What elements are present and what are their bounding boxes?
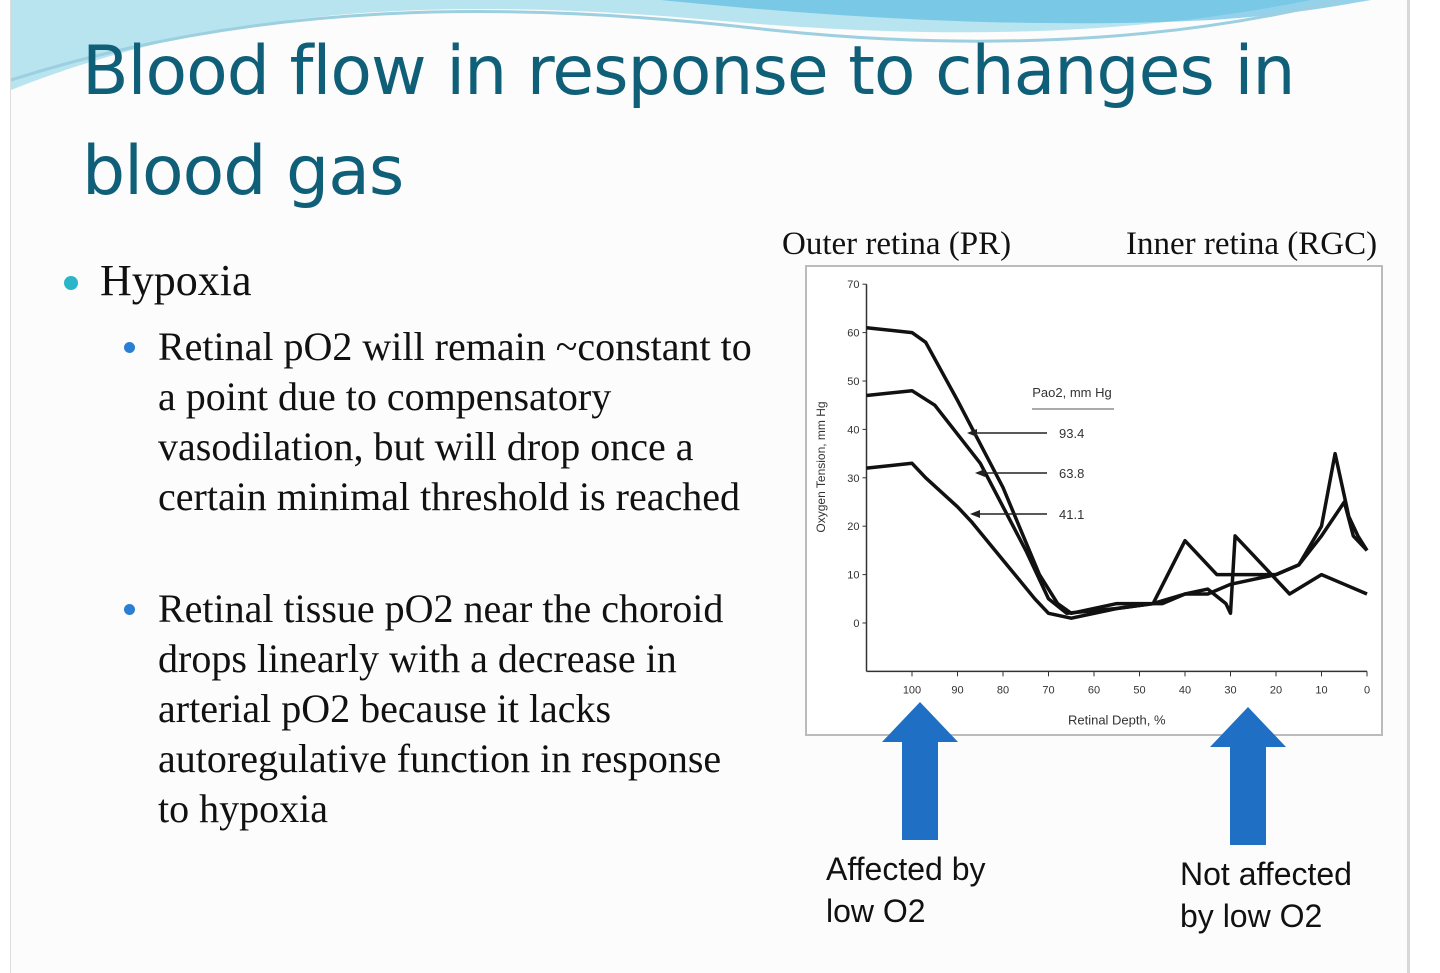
bullet-hypoxia: Hypoxia (100, 256, 252, 305)
y-tick-label: 60 (847, 328, 859, 340)
sub-bullet-2: Retinal tissue pO2 near the choroid drop… (158, 586, 724, 831)
chart-frame: 100 90 80 70 60 50 40 30 20 10 0 70 60 50 40 30 20 10 0 Ret… (805, 265, 1383, 736)
y-tick-label: 40 (847, 424, 859, 436)
legend-pointer-arrowhead (970, 510, 980, 518)
x-tick-label: 0 (1364, 684, 1370, 696)
series-line-63.8 (866, 388, 1369, 616)
outer-retina-label: Outer retina (PR) (782, 226, 1012, 262)
x-tick-label: 80 (997, 684, 1009, 696)
sub-bullet-dot (124, 342, 135, 353)
x-tick-label: 50 (1133, 684, 1145, 696)
x-tick-label: 20 (1270, 684, 1282, 696)
not-affected-caption: Not affected by low O2 (1180, 856, 1352, 934)
y-tick-label: 50 (847, 376, 859, 388)
legend-pointer-arrowhead (975, 469, 985, 477)
series-line-93.4 (866, 326, 1369, 616)
y-tick-label: 30 (847, 473, 859, 485)
y-tick-label: 0 (853, 618, 859, 630)
x-tick-label: 70 (1042, 684, 1054, 696)
x-tick-label: 60 (1088, 684, 1100, 696)
wave-decoration (11, 0, 1371, 90)
legend-label: 93.4 (1059, 426, 1084, 441)
x-tick-label: 40 (1179, 684, 1191, 696)
affected-caption: Affected by low O2 (826, 851, 986, 929)
legend-title: Pao2, mm Hg (1032, 385, 1111, 400)
y-tick-label: 20 (847, 521, 859, 533)
legend-label: 41.1 (1059, 507, 1084, 522)
y-tick-label: 70 (847, 279, 859, 291)
up-arrow-icon (882, 702, 958, 840)
x-tick-label: 100 (903, 684, 921, 696)
legend-label: 63.8 (1059, 466, 1084, 481)
y-axis-label: Oxygen Tension, mm Hg (814, 401, 828, 532)
y-tick-label: 10 (847, 570, 859, 582)
series-line-41.1 (866, 461, 1368, 620)
sub-bullet-1: Retinal pO2 will remain ~constant to a p… (158, 324, 752, 519)
x-tick-label: 90 (951, 684, 963, 696)
slide-title: Blood flow in response to changes in blo… (82, 32, 1295, 211)
up-arrow-icon (1210, 707, 1286, 845)
inner-retina-label: Inner retina (RGC) (1126, 226, 1378, 262)
oxygen-tension-chart: 100 90 80 70 60 50 40 30 20 10 0706050403020100Ret… (814, 279, 1370, 727)
legend-pointer-arrowhead (967, 429, 977, 437)
x-axis-label: Retinal Depth, % (1068, 712, 1166, 727)
sub-bullet-dot (124, 604, 135, 615)
x-tick-label: 10 (1315, 684, 1327, 696)
bullet-dot (64, 276, 78, 290)
x-tick-label: 30 (1224, 684, 1236, 696)
